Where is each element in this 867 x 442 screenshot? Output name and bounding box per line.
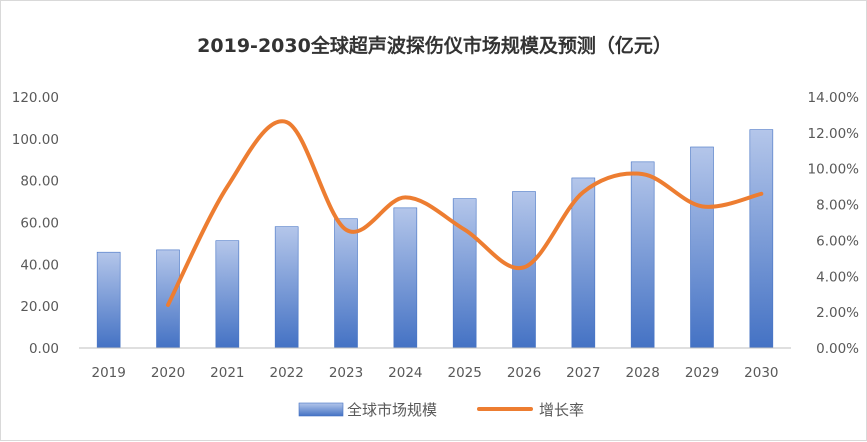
bar-2022: [274, 226, 299, 349]
bar-2020: [156, 249, 180, 349]
x-tick-label: 2028: [625, 365, 659, 381]
x-tick-label: 2019: [91, 365, 125, 381]
x-tick-label: 2026: [507, 365, 541, 381]
y-left-tick-label: 120.00: [12, 90, 59, 106]
bar-2025: [452, 198, 477, 349]
x-tick-label: 2024: [388, 365, 422, 381]
x-tick-label: 2023: [329, 365, 363, 381]
y-right-tick-label: 2.00%: [816, 305, 859, 321]
legend-label-line: 增长率: [539, 401, 584, 419]
bar-2019: [96, 251, 121, 349]
bar-2029: [690, 146, 714, 349]
bar-2023: [334, 218, 358, 349]
x-tick-label: 2025: [447, 365, 481, 381]
y-left-tick-label: 0.00: [29, 341, 59, 357]
axes: 2019 2020 2021 2022 2023 2024 2025 2026 2027 2028…: [12, 90, 859, 381]
y-right-tick-label: 14.00%: [808, 90, 860, 106]
x-tick-label: 2020: [151, 365, 185, 381]
x-tick-label: 2027: [566, 365, 600, 381]
x-tick-label: 2029: [685, 365, 719, 381]
y-right-tick-label: 12.00%: [808, 126, 860, 142]
line-series: [166, 119, 764, 307]
y-left-tick-label: 60.00: [20, 216, 59, 232]
y-right-tick-label: 4.00%: [816, 269, 859, 285]
y-right-tick-label: 0.00%: [816, 341, 859, 357]
y-left-tick-label: 40.00: [20, 257, 59, 273]
y-left-tick-label: 80.00: [20, 174, 59, 190]
chart-title: 2019-2030全球超声波探伤仪市场规模及预测（亿元）: [197, 35, 672, 57]
y-left-tick-label: 20.00: [20, 299, 59, 315]
y-right-tick-label: 6.00%: [816, 233, 859, 249]
bar-2030: [749, 129, 774, 349]
x-tick-label: 2022: [269, 365, 303, 381]
y-left-tick-label: 100.00: [12, 132, 59, 148]
bar-series: [96, 129, 774, 349]
legend-label-bar: 全球市场规模: [347, 401, 437, 419]
bar-2024: [393, 207, 418, 349]
growth-rate-line: [166, 119, 764, 307]
legend-swatch-bar: [298, 402, 344, 417]
y-right-tick-label: 10.00%: [808, 162, 860, 178]
bar-2021: [215, 240, 240, 349]
bar-2028: [630, 161, 655, 349]
x-tick-label: 2030: [744, 365, 778, 381]
y-right-tick-label: 8.00%: [816, 198, 859, 214]
x-tick-label: 2021: [210, 365, 244, 381]
legend: 全球市场规模 增长率: [298, 401, 584, 419]
